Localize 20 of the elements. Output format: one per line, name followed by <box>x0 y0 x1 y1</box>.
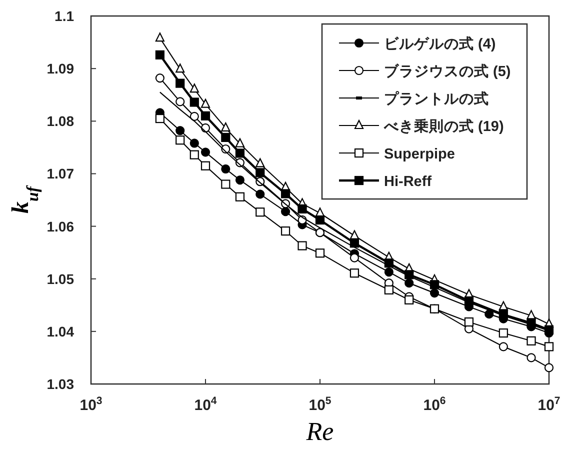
legend-label: Hi-Reff <box>384 174 432 190</box>
x-tick-label: 10$^{7}$ <box>538 395 560 414</box>
x-tick-label: 10$^{4}$ <box>194 395 217 414</box>
legend-label: べき乗則の式 (19) <box>383 118 504 135</box>
y-tick-label: 1.08 <box>46 113 74 130</box>
y-tick-label: 1.07 <box>46 166 74 182</box>
y-tick-label: 1.05 <box>46 270 74 287</box>
y-tick-label: 1.04 <box>46 323 74 340</box>
y-tick-label: 1.06 <box>46 218 74 234</box>
x-tick-label: 10$^{6}$ <box>423 395 446 414</box>
y-tick-label: 1.1 <box>54 8 74 24</box>
y-tick-label: 1.09 <box>46 60 74 77</box>
legend-label: プラントルの式 <box>384 90 489 108</box>
x-tick-label: 10$^{3}$ <box>80 395 102 414</box>
legend-label: Superpipe <box>384 146 455 162</box>
legend-label: ビルゲルの式 (4) <box>384 36 496 52</box>
x-tick-label: 10$^{5}$ <box>308 395 332 414</box>
y-tick-label: 1.03 <box>46 376 74 392</box>
legend-label: ブラジウスの式 (5) <box>384 63 511 80</box>
x-axis-title: Re <box>305 417 334 446</box>
